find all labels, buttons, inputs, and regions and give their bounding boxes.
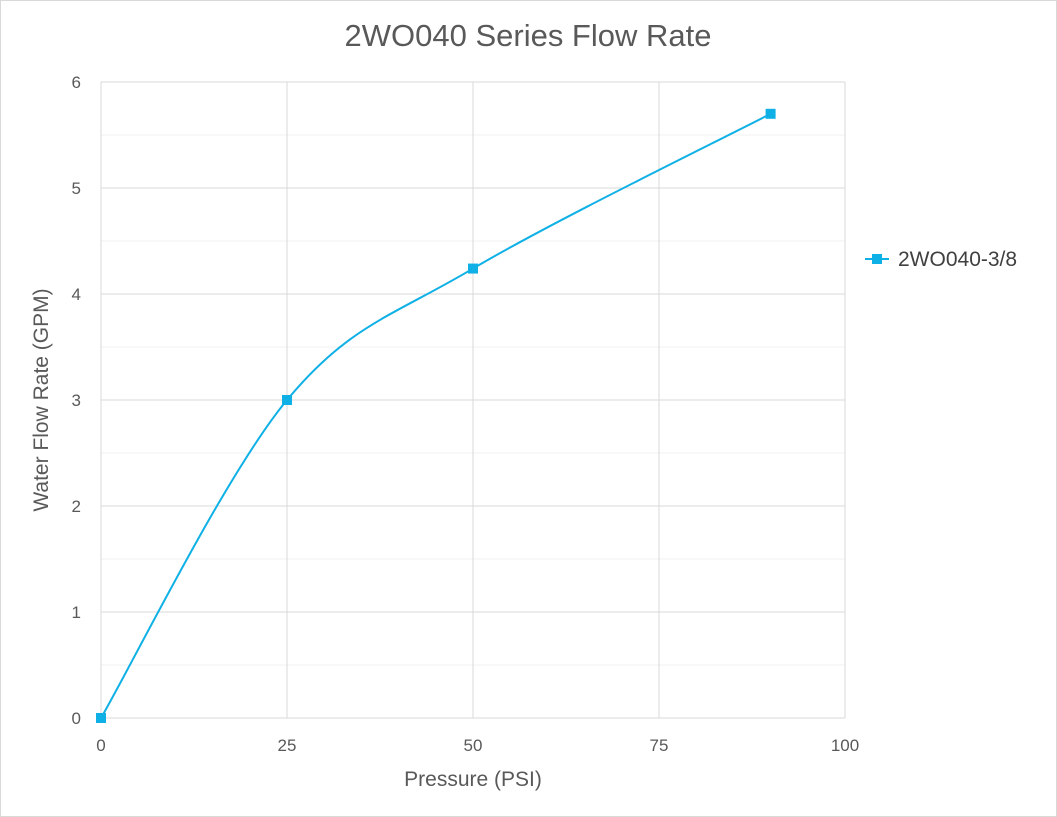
data-point: [765, 108, 776, 119]
x-tick-label: 100: [831, 736, 859, 755]
x-axis-title: Pressure (PSI): [404, 768, 542, 791]
y-tick-label: 0: [72, 709, 81, 728]
y-tick-label: 3: [72, 391, 81, 410]
data-point: [96, 713, 106, 723]
legend-marker: [872, 254, 882, 264]
legend-label: 2WO040-3/8: [898, 248, 1017, 271]
y-tick-label: 6: [72, 73, 81, 92]
y-tick-label: 5: [72, 179, 81, 198]
chart-title: 2WO040 Series Flow Rate: [345, 18, 712, 53]
y-tick-label: 4: [72, 285, 81, 304]
data-point: [282, 395, 292, 405]
x-tick-label: 25: [278, 736, 297, 755]
y-tick-label: 1: [72, 603, 81, 622]
x-tick-label: 50: [464, 736, 483, 755]
grid: [100, 81, 846, 719]
x-tick-label: 0: [96, 736, 105, 755]
legend: 2WO040-3/8: [865, 248, 1017, 271]
series-line: [100, 112, 772, 719]
series-layer: [96, 108, 776, 723]
y-axis-title: Water Flow Rate (GPM): [30, 288, 53, 511]
x-axis-ticks: 0 25 50 75 100: [96, 736, 859, 755]
y-axis-ticks: 0 1 2 3 4 5 6: [72, 73, 81, 728]
x-tick-label: 75: [650, 736, 669, 755]
y-tick-label: 2: [72, 497, 81, 516]
data-point: [468, 263, 478, 274]
